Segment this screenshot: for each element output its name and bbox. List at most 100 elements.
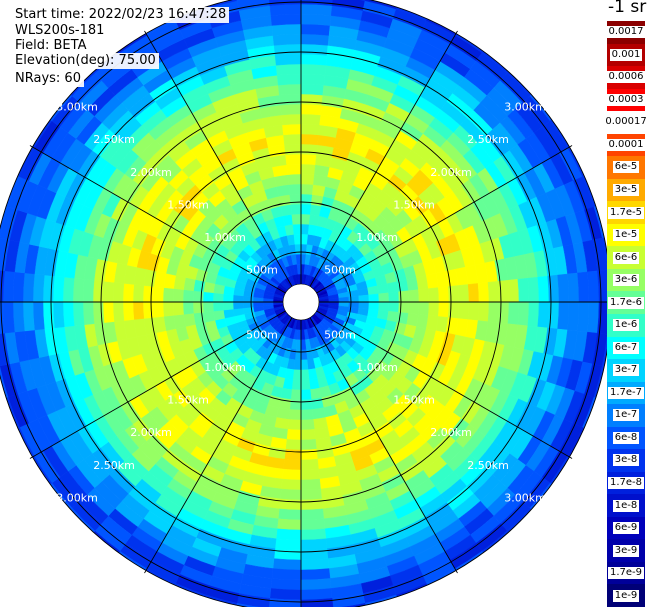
ppi-cell [567,272,580,303]
range-label: 500m [324,263,356,276]
colorbar-label: 0.001 [609,48,643,61]
ppi-cell [284,143,302,156]
ppi-cell [279,93,302,106]
range-label: 1.50km [393,394,435,407]
ppi-cell [348,295,360,303]
ppi-cell [72,277,85,303]
ppi-cell [418,288,430,303]
ppi-cell [527,301,540,328]
colorbar-cell: 0.0006 [606,66,646,89]
ppi-cell [42,301,55,330]
ppi-cell [62,276,75,303]
ppi-cell [270,578,302,591]
ppi-cell [467,301,480,321]
ppi-cell [300,429,316,441]
ppi-cell [557,273,570,303]
ppi-cell [132,284,145,303]
ppi-cell [275,63,302,76]
ppi-cell [300,389,312,401]
ppi-cell [290,389,302,401]
ppi-cell [212,292,224,303]
ppi-cell [281,113,302,126]
ppi-cell [300,588,333,601]
ppi-cell [338,296,350,303]
ppi-cell [300,339,307,351]
ppi-cell [398,301,410,314]
colorbar-cell: 0.0003 [606,88,646,112]
colorbar-label: 6e-9 [612,522,640,535]
ppi-cell [274,538,302,551]
ppi-cell [132,301,145,320]
ppi-cell [32,273,45,303]
ppi-cell [182,289,194,303]
ppi-cell [280,103,302,116]
ppi-cell [557,301,570,331]
colorbar-cell: 1e-8 [607,494,645,517]
ppi-cell [398,290,410,303]
ppi-cell [378,292,390,303]
colorbar-label: 0.0006 [606,71,646,84]
ppi-cell [280,488,302,501]
ppi-cell [517,301,530,327]
colorbar-cell: 1e-6 [607,314,645,337]
range-label: 1.00km [204,231,246,244]
ppi-cell [567,301,580,332]
start-time-text: Start time: 2022/02/23 16:47:28 [12,7,230,23]
ppi-cell [497,280,510,303]
colorbar-cell: 1.7e-6 [607,291,645,314]
ppi-cell [497,301,510,324]
colorbar-cell: 3e-9 [607,539,645,562]
ppi-cell [102,301,115,323]
ppi-cell [487,281,500,303]
ppi-cell [368,301,380,311]
range-label: 2.50km [467,459,509,472]
ppi-cell [286,429,302,441]
azimuth-spoke [29,145,302,303]
ppi-cell [300,359,309,371]
ppi-cell [408,289,420,303]
ppi-cell [294,243,302,255]
ppi-cell [300,349,308,361]
ppi-cell [537,301,550,329]
ppi-cell [203,310,216,323]
colorbar-cell: 6e-8 [607,426,645,450]
ppi-cell [406,313,419,327]
ppi-cell [272,558,302,571]
colorbar-label: 3e-6 [612,274,640,287]
ppi-cell [300,73,326,86]
ppi-cell [172,288,184,303]
range-label: 3.00km [56,491,98,504]
azimuth-spoke [300,301,458,574]
ppi-cell [276,73,302,86]
ppi-cell [122,301,135,321]
colorbar-label: 6e-7 [612,341,640,354]
azimuth-spoke [144,301,302,574]
ppi-cell [447,301,460,319]
ppi-cell [587,270,600,303]
azimuth-spoke [300,145,573,303]
ppi-cell [300,3,333,16]
ppi-cell [52,275,65,303]
ppi-cell [457,301,470,320]
colorbar-unit-label: -1 sr [608,0,647,17]
ppi-cell [292,223,302,235]
ppi-cell [202,301,214,313]
ppi-cell [213,309,225,321]
ppi-cell [300,113,321,126]
ppi-cell [283,133,302,146]
range-label: 2.00km [130,166,172,179]
ppi-cell [300,23,331,36]
ppi-cell [300,458,319,471]
ppi-cell [276,518,302,531]
ppi-cell [300,369,310,381]
ppi-cell [242,301,254,309]
colorbar-label: 0.0003 [606,93,646,106]
ppi-cell [293,233,302,245]
ppi-cell [287,173,302,185]
ppi-cell [82,278,95,303]
ppi-cell [587,301,600,334]
ppi-cell [300,103,322,116]
ppi-cell [2,270,15,303]
azimuth-spoke [300,30,458,303]
ppi-cell [300,518,326,531]
